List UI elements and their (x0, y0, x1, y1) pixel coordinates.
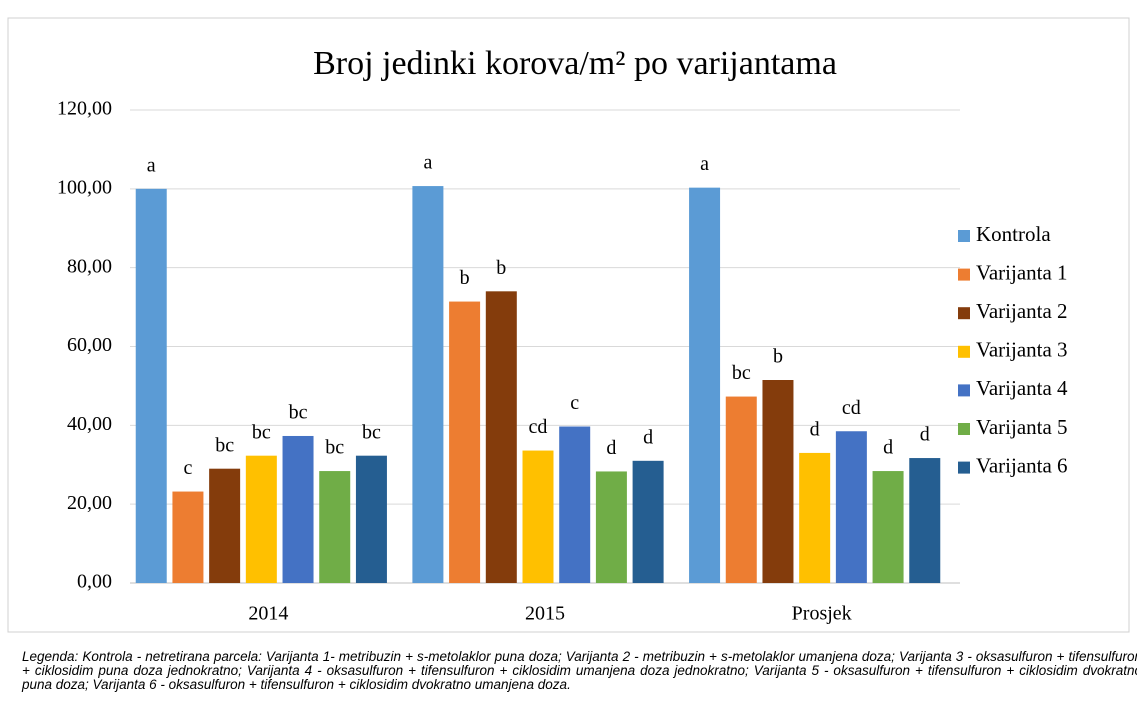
caption: Legenda: Kontrola - netretirana parcela:… (22, 649, 1137, 692)
legend-swatch (958, 307, 970, 320)
bar-letter: d (883, 437, 893, 459)
bar (762, 380, 794, 583)
bar-letter: b (460, 267, 470, 289)
y-tick-label: 80,00 (67, 255, 112, 277)
legend-label: Varijanta 4 (976, 376, 1068, 400)
bar-letter: bc (215, 434, 234, 456)
bar (632, 460, 664, 583)
bar (172, 491, 204, 583)
legend-swatch (958, 461, 970, 474)
y-tick-label: 120,00 (57, 98, 112, 120)
bar (595, 471, 627, 583)
bar (909, 458, 941, 583)
bar-letter: bc (252, 421, 271, 443)
chart: Broj jedinki korova/m² po varijantama 0,… (7, 17, 1130, 633)
bar (799, 452, 831, 583)
bar-letter: c (183, 457, 192, 479)
y-tick-label: 60,00 (67, 334, 112, 356)
bar-letter: bc (325, 437, 344, 459)
bar (725, 396, 757, 583)
bar-letter: cd (842, 397, 861, 419)
bar-letter: cd (529, 416, 548, 438)
bar-letter: d (606, 437, 616, 459)
legend-label: Kontrola (976, 222, 1051, 246)
x-tick-label: Prosjek (792, 603, 852, 625)
legend-swatch (958, 423, 970, 435)
y-tick-label: 0,00 (77, 571, 112, 593)
bar (689, 187, 721, 584)
x-tick-label: 2014 (248, 603, 288, 625)
legend-swatch (958, 384, 970, 397)
bar (355, 455, 387, 583)
bar (559, 426, 591, 583)
legend-swatch (958, 268, 970, 281)
legend-swatch (958, 345, 970, 358)
bar-letter: d (643, 426, 653, 448)
bar (135, 188, 167, 584)
bar (209, 468, 241, 583)
bar (449, 301, 481, 583)
bar-letter: a (700, 153, 709, 175)
bar (412, 186, 444, 584)
bar (872, 471, 904, 583)
x-tick-label: 2015 (525, 603, 565, 625)
bar-letter: a (423, 152, 432, 174)
y-tick-label: 20,00 (67, 492, 112, 514)
legend-label: Varijanta 6 (976, 453, 1068, 477)
legend-label: Varijanta 3 (976, 338, 1068, 362)
bar (835, 431, 867, 583)
chart-title: Broj jedinki korova/m² po varijantama (313, 45, 837, 82)
bar-letter: bc (362, 421, 381, 443)
legend-swatch (958, 230, 970, 242)
bar-letter: d (920, 424, 930, 446)
y-tick-label: 100,00 (57, 176, 112, 198)
bar-letter: c (570, 392, 579, 414)
bar (245, 455, 277, 583)
bar-letter: a (147, 154, 156, 176)
bar-letter: b (773, 346, 783, 368)
y-tick-label: 40,00 (67, 413, 112, 435)
bar-letter: bc (732, 362, 751, 384)
bar (485, 291, 517, 583)
bar (282, 435, 314, 583)
legend-label: Varijanta 1 (976, 260, 1068, 284)
bar-letter: d (810, 419, 820, 441)
bar (319, 471, 351, 583)
legend-label: Varijanta 2 (976, 299, 1068, 323)
legend-label: Varijanta 5 (976, 415, 1068, 439)
bar (522, 450, 554, 583)
bar-letter: bc (289, 402, 308, 424)
bar-letter: b (496, 257, 506, 279)
